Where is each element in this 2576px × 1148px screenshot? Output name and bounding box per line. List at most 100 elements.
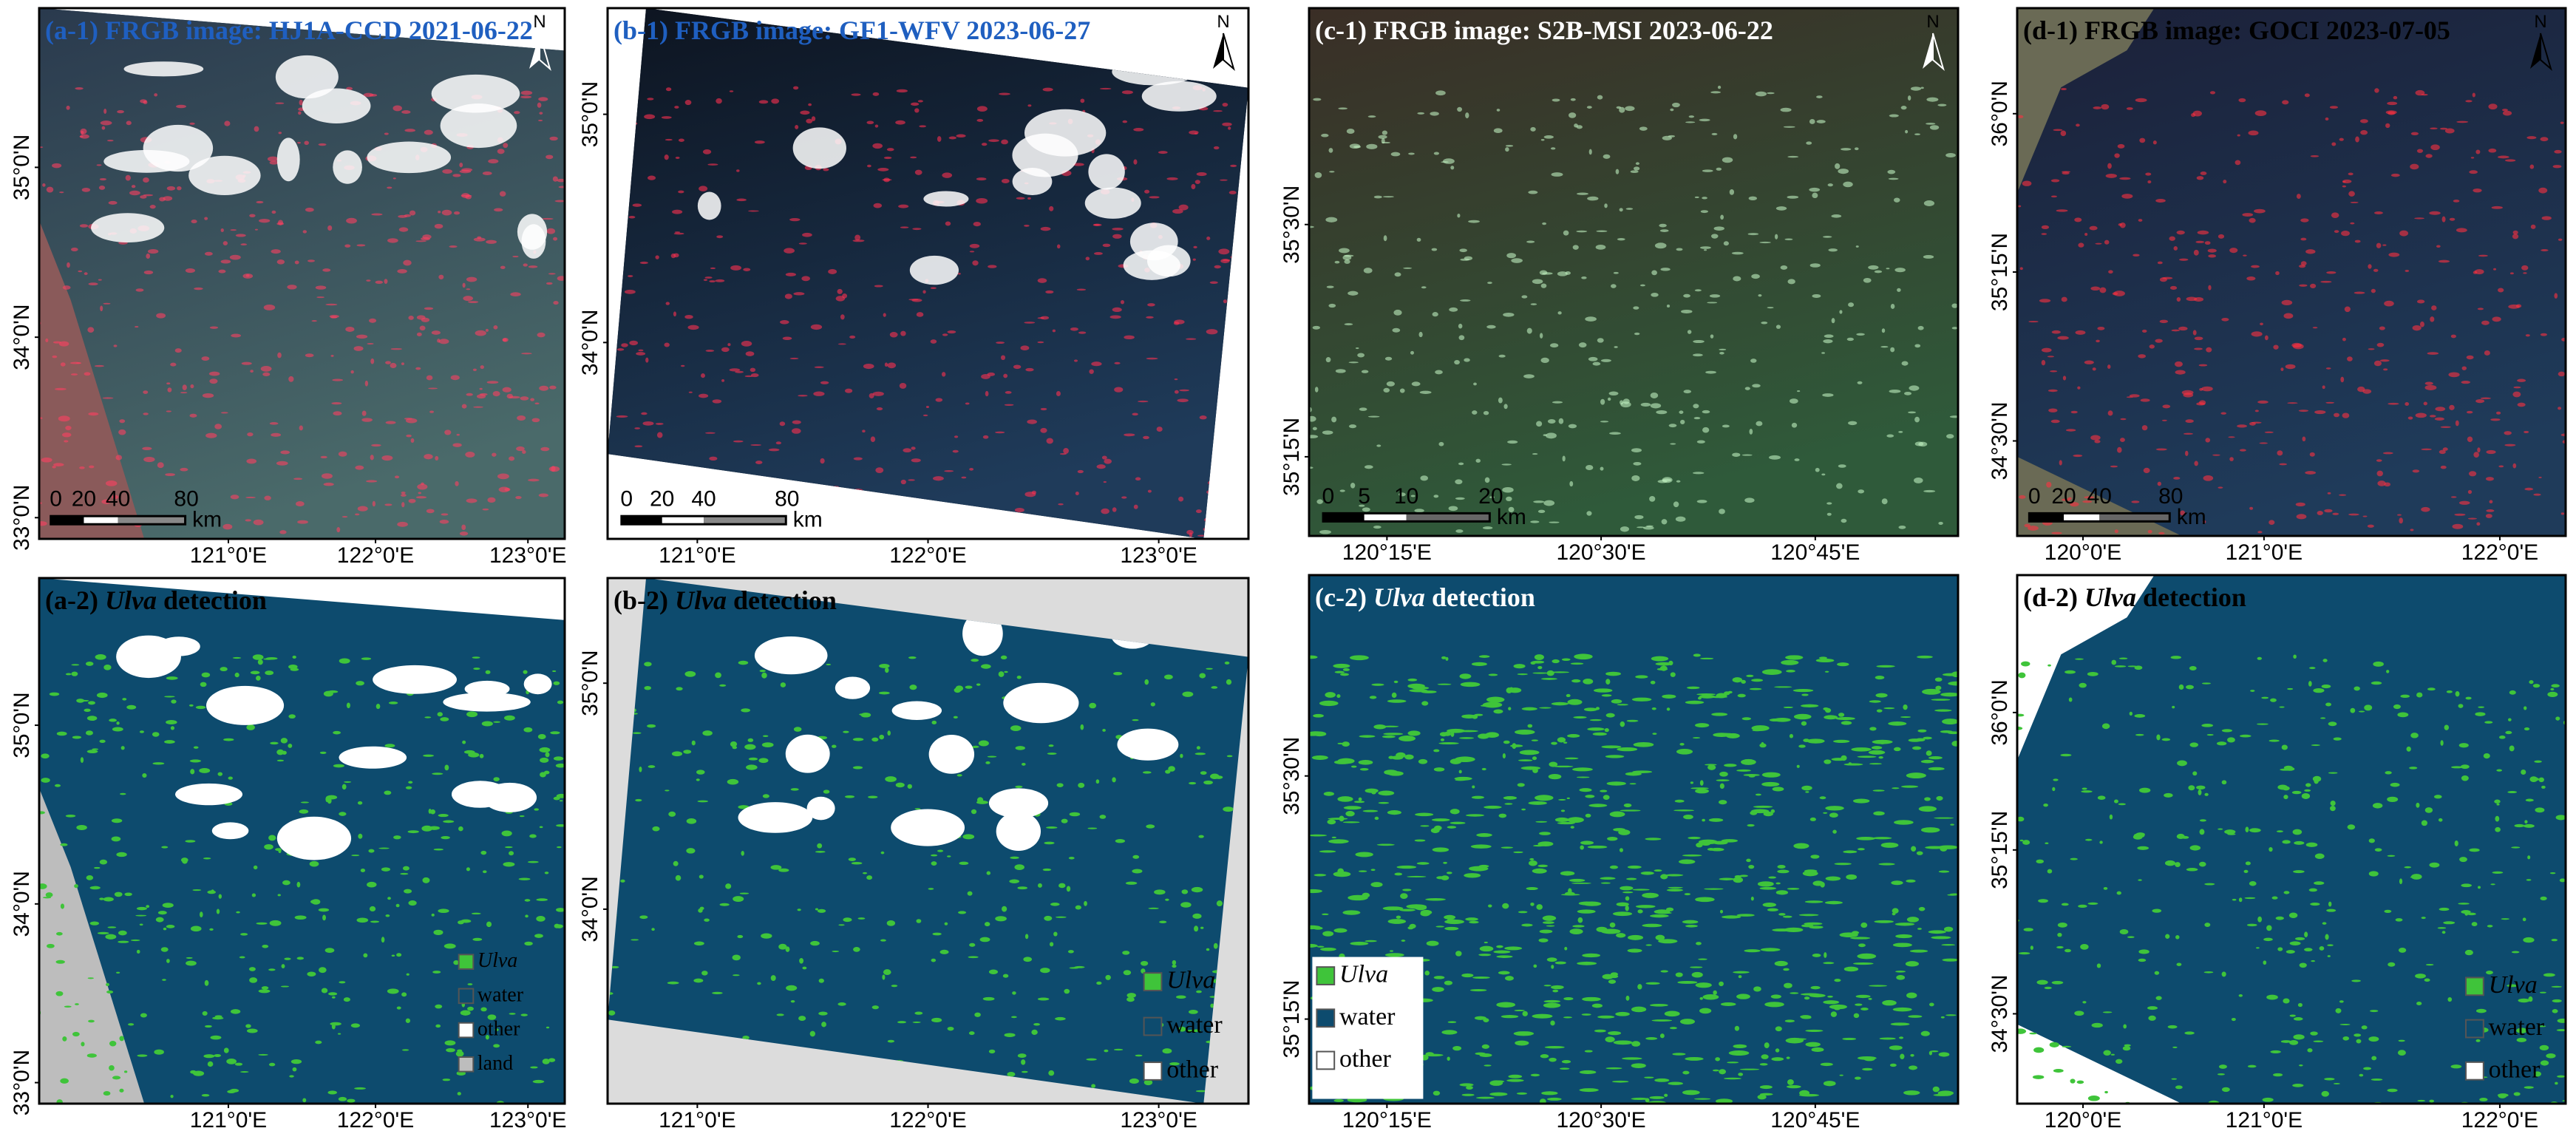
speckle — [644, 662, 652, 667]
speckle — [2320, 280, 2332, 283]
speckle — [485, 1034, 489, 1040]
scale-label: km — [1497, 505, 1526, 529]
speckle — [2296, 514, 2307, 520]
speckle — [2127, 665, 2138, 668]
speckle — [2359, 119, 2368, 123]
speckle — [2362, 515, 2368, 517]
speckle — [1200, 926, 1204, 929]
speckle — [1821, 352, 1825, 354]
speckle — [1901, 361, 1909, 366]
speckle — [1358, 870, 1367, 872]
speckle — [139, 923, 143, 926]
speckle — [1666, 889, 1683, 891]
speckle — [732, 974, 740, 977]
speckle — [2539, 991, 2546, 994]
speckle — [459, 531, 469, 536]
speckle — [1616, 106, 1622, 109]
speckle — [2540, 1060, 2549, 1066]
speckle — [1530, 520, 1540, 523]
speckle — [1721, 839, 1739, 843]
speckle — [2099, 287, 2107, 293]
speckle — [1138, 400, 1149, 403]
speckle — [142, 772, 147, 778]
speckle — [60, 362, 66, 367]
legend-label: water — [478, 983, 524, 1006]
speckle — [2237, 134, 2240, 137]
speckle — [1758, 294, 1762, 297]
x-tick-label: 120°0'E — [2045, 540, 2121, 565]
speckle — [493, 1044, 500, 1048]
speckle — [744, 744, 756, 750]
speckle — [1421, 701, 1429, 706]
speckle — [671, 751, 683, 757]
speckle — [1908, 738, 1922, 742]
speckle — [1027, 197, 1031, 200]
speckle — [2538, 777, 2544, 783]
speckle — [715, 279, 725, 282]
speckle — [1433, 749, 1440, 753]
speckle — [2126, 107, 2133, 110]
speckle — [1458, 730, 1478, 733]
speckle — [1567, 734, 1580, 738]
land — [2017, 8, 2155, 193]
speckle — [2319, 945, 2325, 951]
speckle — [2456, 120, 2469, 123]
speckle — [424, 716, 432, 719]
speckle — [712, 991, 723, 995]
speckle — [2322, 659, 2328, 662]
speckle — [1004, 670, 1008, 673]
speckle — [1650, 914, 1669, 918]
speckle — [1096, 981, 1102, 985]
speckle — [1757, 881, 1774, 887]
speckle — [664, 342, 670, 347]
speckle — [2477, 447, 2481, 453]
speckle — [2296, 194, 2301, 199]
panel-title: (a-2) Ulva detection — [45, 585, 267, 615]
speckle — [810, 324, 823, 330]
speckle — [1926, 123, 1936, 125]
speckle — [1179, 389, 1190, 392]
speckle — [1836, 483, 1843, 489]
speckle — [965, 402, 970, 405]
speckle — [2540, 896, 2547, 901]
speckle — [2122, 1046, 2131, 1051]
speckle — [1848, 302, 1855, 308]
speckle — [1739, 874, 1748, 877]
speckle — [417, 483, 428, 490]
speckle — [98, 279, 102, 281]
speckle — [99, 739, 106, 744]
speckle — [438, 908, 449, 914]
speckle — [520, 1013, 528, 1016]
speckle — [1481, 767, 1486, 771]
scale-label: 80 — [775, 487, 799, 512]
speckle — [2139, 137, 2146, 143]
speckle — [1093, 252, 1103, 255]
speckle — [405, 786, 412, 789]
speckle — [1823, 962, 1835, 965]
speckle — [402, 866, 409, 871]
speckle — [262, 944, 269, 948]
speckle — [337, 1033, 341, 1035]
speckle — [137, 1054, 148, 1057]
speckle — [885, 776, 897, 782]
scene-content — [608, 8, 1248, 539]
speckle — [2490, 418, 2501, 421]
speckle — [1226, 755, 1233, 758]
speckle — [914, 108, 920, 113]
speckle — [2509, 272, 2514, 275]
speckle — [1761, 781, 1780, 787]
speckle — [1518, 911, 1528, 914]
speckle — [2280, 367, 2284, 371]
speckle — [1373, 526, 1382, 529]
speckle — [826, 663, 832, 666]
speckle — [988, 1049, 996, 1054]
speckle — [552, 176, 558, 182]
speckle — [1699, 996, 1704, 1000]
speckle — [2019, 495, 2026, 499]
speckle — [2074, 1011, 2084, 1016]
speckle — [126, 704, 137, 710]
speckle — [771, 98, 780, 104]
speckle — [2149, 344, 2155, 349]
speckle — [1894, 268, 1906, 273]
speckle — [770, 865, 782, 870]
